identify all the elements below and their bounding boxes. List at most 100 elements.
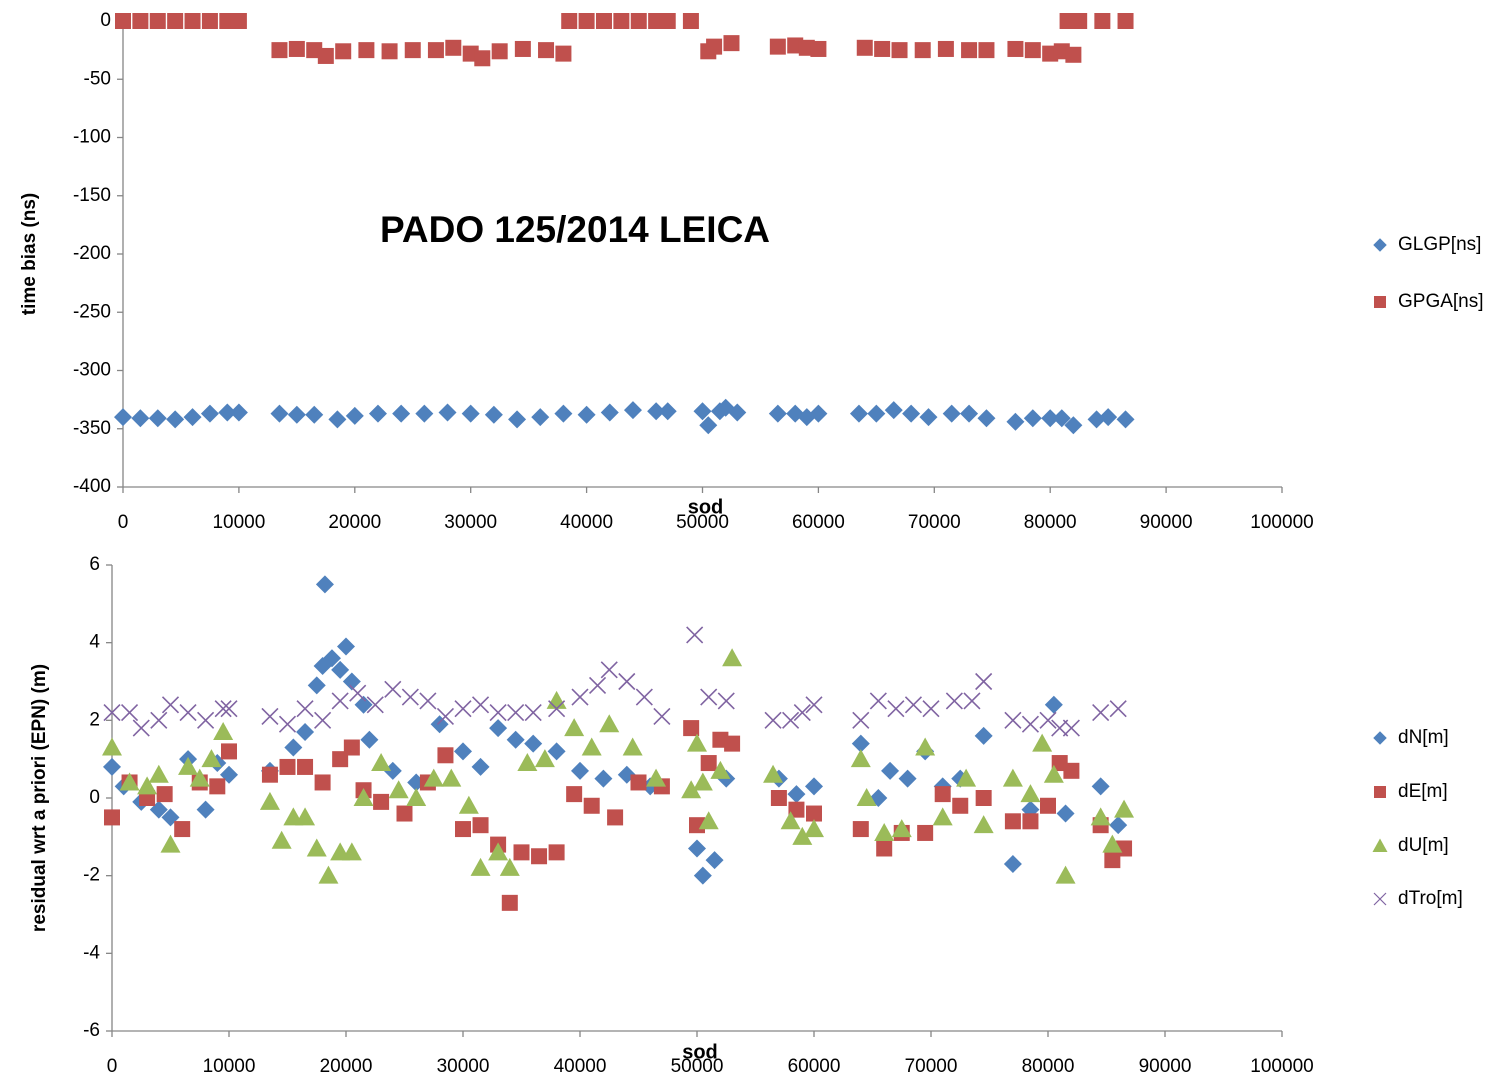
data-point	[588, 676, 607, 694]
data-point	[1052, 409, 1071, 428]
data-point	[1071, 13, 1088, 29]
data-point	[472, 817, 489, 834]
data-point	[341, 842, 362, 861]
data-point	[307, 676, 326, 695]
data-point	[607, 809, 624, 826]
x-tick-label: 90000	[1140, 512, 1193, 533]
data-point	[914, 42, 931, 59]
data-point	[388, 780, 409, 799]
data-point	[317, 47, 334, 64]
data-point	[200, 404, 219, 423]
data-point	[396, 805, 413, 822]
data-point	[919, 408, 938, 427]
data-point	[849, 404, 868, 423]
data-point	[430, 715, 449, 734]
data-point	[1102, 834, 1123, 853]
data-point	[404, 42, 421, 59]
data-point	[686, 626, 704, 644]
data-point	[261, 766, 278, 783]
data-point	[1114, 799, 1135, 818]
data-point	[278, 715, 297, 733]
data-point	[337, 637, 355, 656]
data-point	[805, 696, 823, 714]
data-point	[489, 704, 507, 722]
data-point	[805, 777, 823, 796]
data-point	[1004, 711, 1022, 729]
data-point	[1056, 804, 1075, 823]
data-point	[1109, 816, 1128, 835]
data-point	[132, 719, 150, 737]
data-point	[1063, 762, 1080, 779]
data-point	[489, 719, 508, 738]
data-point	[218, 403, 237, 422]
data-point	[349, 684, 367, 702]
data-point	[852, 711, 870, 729]
data-point	[179, 704, 197, 722]
data-point	[706, 38, 723, 55]
data-point	[474, 50, 491, 67]
data-point	[850, 749, 871, 768]
data-point	[305, 405, 324, 424]
data-point	[646, 768, 667, 787]
data-point	[942, 404, 961, 423]
data-point	[571, 761, 589, 780]
x-tick-label: 50000	[676, 512, 729, 533]
data-point	[345, 406, 364, 425]
data-point	[699, 416, 718, 435]
data-point	[1044, 695, 1063, 714]
data-point	[471, 696, 490, 714]
data-point	[1116, 410, 1135, 429]
data-point	[623, 401, 642, 420]
y-tick-label: -2	[83, 865, 100, 886]
legend-marker	[1372, 838, 1388, 852]
data-point	[1007, 40, 1024, 57]
data-point	[484, 405, 503, 424]
data-point	[548, 844, 565, 861]
data-point	[445, 39, 462, 56]
data-point	[261, 707, 279, 726]
data-point	[230, 13, 247, 29]
x-tick-label: 100000	[1250, 512, 1313, 533]
data-point	[904, 696, 923, 714]
data-point	[137, 776, 158, 795]
data-point	[384, 680, 402, 698]
data-point	[961, 42, 978, 59]
data-point	[1043, 764, 1064, 783]
data-point	[470, 857, 491, 876]
data-point	[104, 809, 120, 826]
data-point	[368, 404, 387, 423]
data-point	[189, 768, 210, 787]
data-point	[973, 815, 994, 834]
data-point	[700, 755, 717, 772]
data-point	[166, 410, 185, 429]
data-point	[618, 672, 636, 691]
data-point	[454, 700, 472, 718]
data-point	[922, 700, 940, 718]
data-point	[436, 707, 455, 726]
data-point	[119, 772, 140, 791]
x-tick-label: 30000	[444, 512, 497, 533]
chart-title: PADO 125/2014 LEICA	[380, 209, 770, 250]
data-point	[728, 403, 747, 422]
data-point	[884, 401, 903, 420]
data-point	[681, 780, 702, 799]
data-point	[213, 721, 234, 740]
data-point	[710, 760, 731, 779]
data-point	[780, 811, 801, 830]
x-tick-label: 80000	[1024, 512, 1077, 533]
data-point	[1006, 412, 1025, 431]
data-point	[683, 720, 700, 737]
data-point	[1020, 784, 1041, 803]
data-point	[934, 786, 951, 803]
y-tick-label: -100	[73, 127, 111, 148]
x-tick-label: 0	[118, 512, 129, 533]
data-point	[102, 737, 122, 756]
x-tick-label: 80000	[1022, 1056, 1075, 1077]
data-point	[358, 42, 375, 59]
data-point	[427, 42, 444, 59]
data-point	[197, 711, 215, 729]
data-point	[1091, 777, 1110, 796]
data-point	[270, 404, 289, 423]
data-point	[149, 13, 166, 29]
